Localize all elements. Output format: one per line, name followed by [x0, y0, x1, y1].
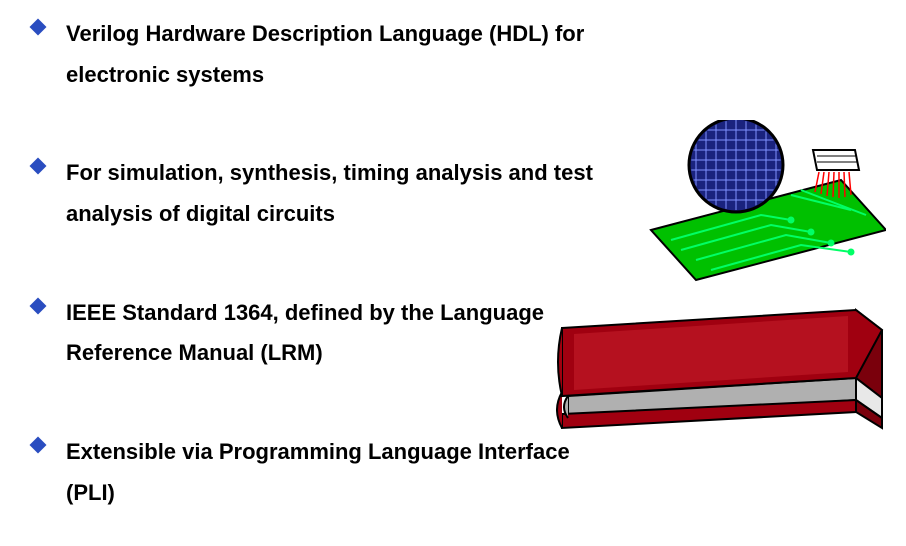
diamond-bullet-icon	[30, 297, 47, 314]
pcb-wafer-chip-illustration	[641, 120, 886, 285]
bullet-item: Verilog Hardware Description Language (H…	[32, 14, 612, 95]
bullet-text: IEEE Standard 1364, defined by the Langu…	[66, 293, 612, 374]
diamond-bullet-icon	[30, 19, 47, 36]
bullet-text: Verilog Hardware Description Language (H…	[66, 14, 612, 95]
bullet-text: Extensible via Programming Language Inte…	[66, 432, 612, 513]
bullet-text: For simulation, synthesis, timing analys…	[66, 153, 612, 234]
slide: Verilog Hardware Description Language (H…	[0, 0, 906, 546]
bullet-item: For simulation, synthesis, timing analys…	[32, 153, 612, 234]
book-illustration	[556, 300, 886, 445]
bullet-item: IEEE Standard 1364, defined by the Langu…	[32, 293, 612, 374]
diamond-bullet-icon	[30, 158, 47, 175]
diamond-bullet-icon	[30, 437, 47, 454]
bullet-item: Extensible via Programming Language Inte…	[32, 432, 612, 513]
bullet-list: Verilog Hardware Description Language (H…	[32, 14, 612, 546]
